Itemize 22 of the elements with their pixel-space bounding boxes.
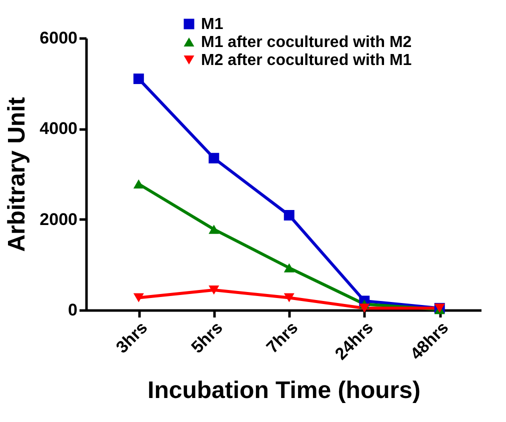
point (284, 293, 294, 302)
x-tick-label: 3hrs (112, 318, 152, 357)
x-tick-label: 7hrs (262, 318, 302, 357)
y-tick-label: 0 (68, 300, 78, 320)
x-tick-label: 5hrs (188, 318, 226, 357)
x-axis-title: Incubation Time (hours) (148, 376, 420, 404)
legend-label: M2 after cocultured with M1 (201, 52, 412, 69)
y-tick-label: 2000 (40, 210, 78, 229)
legend-label: M1 after cocultured with M2 (201, 34, 412, 51)
legend-label: M1 (201, 16, 224, 33)
point (284, 263, 294, 272)
point (359, 304, 370, 313)
point (133, 74, 144, 84)
y-tick-label: 6000 (40, 28, 78, 48)
point (284, 210, 294, 220)
y-tick-label: 4000 (40, 119, 78, 138)
point (208, 286, 220, 295)
point (133, 293, 144, 302)
y-axis-title: Arbitrary Unit (4, 97, 31, 252)
point (208, 152, 220, 164)
point (208, 224, 220, 234)
point (133, 179, 144, 189)
